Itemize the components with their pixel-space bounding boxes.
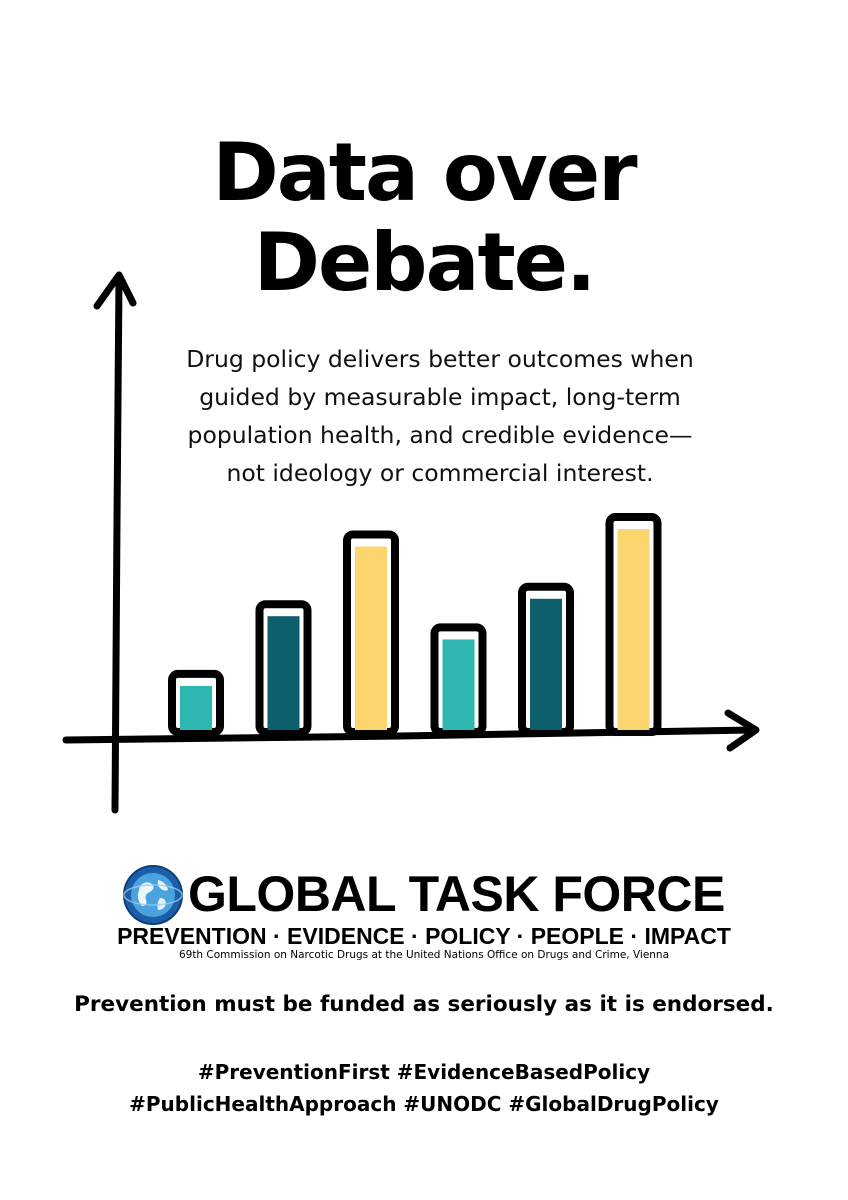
bar: [605, 513, 662, 736]
y-axis-arrow: [93, 271, 137, 310]
logo-wordmark: GLOBAL TASK FORCE: [188, 866, 725, 922]
headline-line-1: Data over: [212, 126, 637, 219]
bar: [518, 582, 574, 736]
x-axis-arrow: [724, 709, 760, 752]
chart-bars: [168, 513, 662, 737]
bar: [343, 530, 399, 736]
y-axis: [111, 274, 123, 814]
globe-icon: [123, 865, 183, 925]
bar: [255, 600, 312, 737]
body-line-2: guided by measurable impact, long-term: [199, 383, 681, 411]
headline: Data over Debate.: [0, 128, 848, 308]
statement: Prevention must be funded as seriously a…: [74, 992, 774, 1017]
bar-chart: [62, 271, 760, 814]
bar: [168, 669, 224, 737]
body-line-3: population health, and credible evidence…: [187, 421, 693, 449]
body-text: Drug policy delivers better outcomes whe…: [110, 340, 770, 492]
hashtags-line-1: #PreventionFirst #EvidenceBasedPolicy: [197, 1060, 651, 1084]
sub-tagline: 69th Commission on Narcotic Drugs at the…: [178, 949, 670, 961]
body-line-4: not ideology or commercial interest.: [226, 459, 654, 487]
headline-line-2: Debate.: [253, 216, 597, 309]
hashtags: #PreventionFirst #EvidenceBasedPolicy #P…: [0, 1056, 848, 1120]
tagline: PREVENTION · EVIDENCE · POLICY · PEOPLE …: [117, 923, 731, 949]
body-line-1: Drug policy delivers better outcomes whe…: [186, 345, 694, 373]
global-task-force-logo: GLOBAL TASK FORCE: [122, 862, 725, 962]
bar: [430, 623, 487, 737]
hashtags-line-2: #PublicHealthApproach #UNODC #GlobalDrug…: [129, 1092, 719, 1116]
